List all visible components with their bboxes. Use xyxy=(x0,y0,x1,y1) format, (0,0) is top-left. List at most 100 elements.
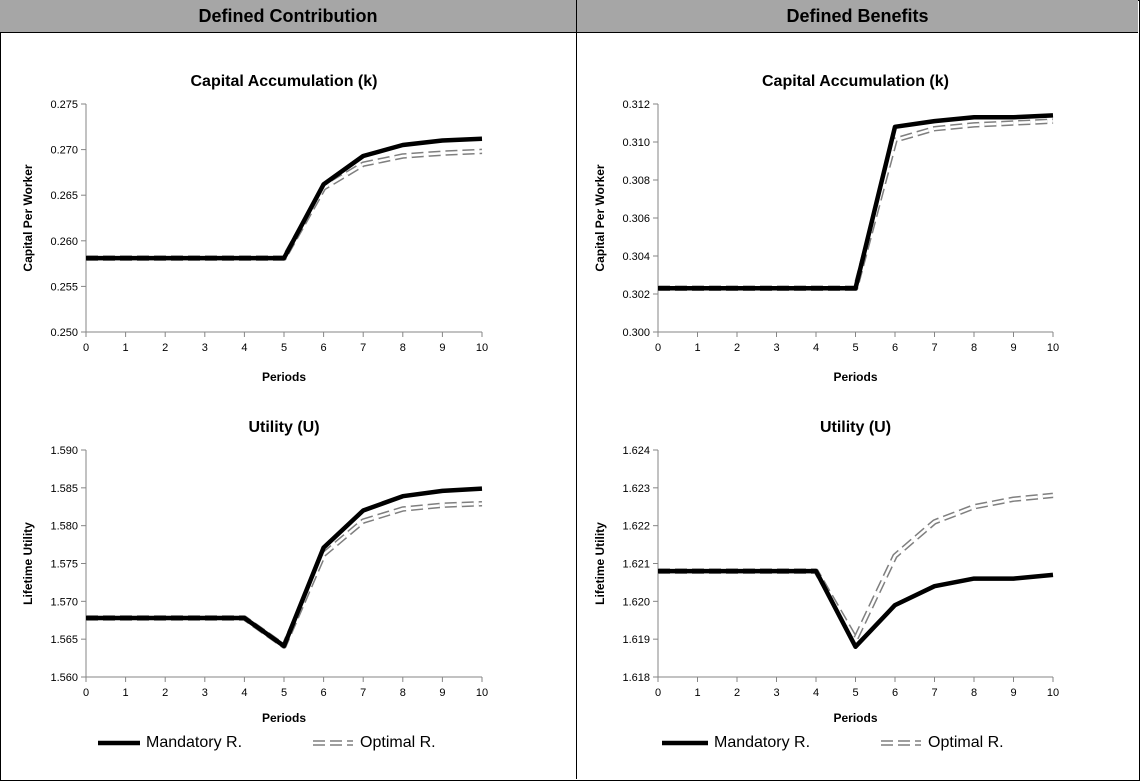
x-axis-label: Periods xyxy=(833,711,877,725)
series-line-optimal xyxy=(86,500,483,649)
y-tick-label: 0.265 xyxy=(50,190,78,202)
x-tick-label: 4 xyxy=(813,342,819,354)
y-tick-label: 0.308 xyxy=(622,175,650,187)
series-line-optimal xyxy=(658,118,1054,292)
series-line-mandatory xyxy=(86,136,483,261)
y-tick-label: 0.304 xyxy=(622,251,650,263)
x-tick-label: 6 xyxy=(892,342,898,354)
x-tick-label: 10 xyxy=(1047,687,1059,699)
y-axis-label: Lifetime Utility xyxy=(593,522,607,605)
y-tick-label: 0.310 xyxy=(622,137,650,149)
legend-label: Mandatory R. xyxy=(714,734,811,751)
chart-title: Capital Accumulation (k) xyxy=(762,73,949,90)
x-tick-label: 3 xyxy=(773,342,779,354)
x-tick-label: 1 xyxy=(694,342,700,354)
x-tick-label: 10 xyxy=(1047,342,1059,354)
x-tick-label: 8 xyxy=(400,687,406,699)
x-tick-label: 7 xyxy=(360,687,366,699)
series-line-optimal-inner xyxy=(86,502,483,648)
y-tick-label: 1.590 xyxy=(50,445,78,457)
series-line-optimal xyxy=(658,492,1054,642)
y-tick-label: 0.250 xyxy=(50,327,78,339)
y-tick-label: 1.623 xyxy=(622,483,650,495)
panel-title-defined-benefits: Defined Benefits xyxy=(577,0,1138,33)
x-axis-label: Periods xyxy=(262,370,306,384)
series-line-mandatory xyxy=(658,113,1054,291)
legend-item-optimal: Optimal R. xyxy=(880,734,1004,752)
y-tick-label: 0.260 xyxy=(50,236,78,248)
x-tick-label: 1 xyxy=(694,687,700,699)
x-tick-label: 0 xyxy=(83,342,89,354)
x-tick-label: 5 xyxy=(852,342,858,354)
x-tick-label: 3 xyxy=(773,687,779,699)
x-tick-label: 0 xyxy=(655,687,661,699)
legend-label: Mandatory R. xyxy=(146,734,243,751)
x-tick-label: 2 xyxy=(162,687,168,699)
x-tick-label: 6 xyxy=(321,687,327,699)
legend-item-optimal: Optimal R. xyxy=(312,734,436,752)
legend-swatch-dashed xyxy=(881,740,922,746)
x-tick-label: 7 xyxy=(931,687,937,699)
x-axis-label: Periods xyxy=(262,711,306,725)
series-line-optimal-inner xyxy=(658,494,1054,641)
legend-swatch-solid xyxy=(662,740,708,746)
chart-dc-capital: Capital Accumulation (k) 0.250 0.255 0.260 0… xyxy=(21,73,488,384)
x-tick-label: 8 xyxy=(971,687,977,699)
x-tick-label: 7 xyxy=(931,342,937,354)
legend-right: Mandatory R. Optimal R. xyxy=(662,734,1074,752)
x-tick-label: 3 xyxy=(202,687,208,699)
legend-label: Optimal R. xyxy=(360,734,436,751)
x-tick-label: 9 xyxy=(439,342,445,354)
x-tick-label: 2 xyxy=(734,342,740,354)
x-tick-label: 4 xyxy=(813,687,819,699)
y-tick-label: 1.619 xyxy=(622,634,650,646)
legend-swatch-dashed xyxy=(313,740,354,746)
x-tick-label: 4 xyxy=(241,342,247,354)
y-tick-label: 1.575 xyxy=(50,559,78,571)
y-axis-label: Capital Per Worker xyxy=(593,164,607,271)
legend-left: Mandatory R. Optimal R. xyxy=(98,734,506,752)
series-line-mandatory xyxy=(86,486,483,649)
x-tick-label: 8 xyxy=(971,342,977,354)
y-tick-label: 1.620 xyxy=(622,596,650,608)
y-tick-label: 1.621 xyxy=(622,559,650,571)
y-tick-label: 0.270 xyxy=(50,145,78,157)
legend-item-mandatory: Mandatory R. xyxy=(662,734,810,752)
y-tick-label: 1.570 xyxy=(50,596,78,608)
chart-title: Utility (U) xyxy=(248,419,319,436)
y-tick-label: 0.300 xyxy=(622,327,650,339)
x-tick-label: 9 xyxy=(439,687,445,699)
x-tick-label: 2 xyxy=(162,342,168,354)
legend-item-mandatory: Mandatory R. xyxy=(98,734,242,752)
y-tick-label: 1.622 xyxy=(622,521,650,533)
x-tick-label: 7 xyxy=(360,342,366,354)
x-tick-label: 8 xyxy=(400,342,406,354)
x-tick-label: 0 xyxy=(83,687,89,699)
panel-title-defined-contribution: Defined Contribution xyxy=(0,0,576,33)
y-axis-label: Capital Per Worker xyxy=(21,164,35,271)
x-axis-label: Periods xyxy=(833,370,877,384)
x-tick-label: 9 xyxy=(1010,342,1016,354)
panel-divider xyxy=(576,0,577,779)
y-tick-label: 0.302 xyxy=(622,289,650,301)
chart-dc-utility: Utility (U) 1.560 1.565 1.570 1.575 1.580 1.58… xyxy=(21,419,488,725)
legend-swatch-solid xyxy=(98,740,140,746)
x-tick-label: 5 xyxy=(281,342,287,354)
x-tick-label: 4 xyxy=(241,687,247,699)
x-tick-label: 6 xyxy=(892,687,898,699)
x-tick-label: 1 xyxy=(123,687,129,699)
y-tick-label: 1.560 xyxy=(50,672,78,684)
x-tick-label: 5 xyxy=(852,687,858,699)
chart-title: Utility (U) xyxy=(820,419,891,436)
x-tick-label: 6 xyxy=(321,342,327,354)
x-tick-label: 3 xyxy=(202,342,208,354)
y-tick-label: 1.565 xyxy=(50,634,78,646)
y-tick-label: 1.624 xyxy=(622,445,650,457)
series-line-optimal-inner xyxy=(658,119,1054,290)
series-line-mandatory xyxy=(658,568,1054,649)
y-axis-label: Lifetime Utility xyxy=(21,522,35,605)
x-tick-label: 10 xyxy=(476,342,488,354)
series-line-optimal xyxy=(86,148,483,261)
chart-title: Capital Accumulation (k) xyxy=(191,73,378,90)
chart-db-utility: Utility (U) 1.618 1.619 1.620 1.621 1.622 1.62… xyxy=(593,419,1059,725)
